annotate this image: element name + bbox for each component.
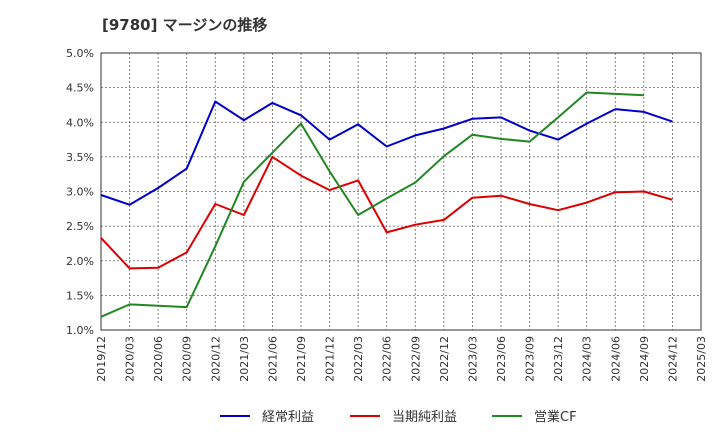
- x-tick-label: 2022/06: [381, 336, 394, 382]
- y-tick-label: 2.0%: [66, 255, 94, 268]
- y-tick-label: 1.5%: [66, 289, 94, 302]
- y-tick-label: 3.0%: [66, 186, 94, 199]
- x-tick-label: 2023/09: [524, 336, 537, 382]
- x-tick-label: 2023/12: [552, 336, 565, 382]
- legend-label-2: 当期純利益: [392, 410, 457, 425]
- series-line-2: [100, 155, 673, 270]
- y-tick-label: 5.0%: [66, 47, 94, 60]
- y-tick-label: 2.5%: [66, 220, 94, 233]
- chart-title: [9780] マージンの推移: [102, 16, 268, 34]
- x-tick-label: 2020/12: [209, 336, 222, 382]
- x-tick-label: 2023/03: [466, 336, 479, 382]
- x-tick-label: 2021/12: [324, 336, 337, 382]
- y-tick-label: 1.0%: [66, 324, 94, 337]
- y-tick-label: 4.5%: [66, 82, 94, 95]
- legend-label-1: 経常利益: [262, 410, 314, 425]
- x-tick-label: 2024/09: [638, 336, 651, 382]
- x-tick-label: 2021/09: [295, 336, 308, 382]
- x-tick-label: 2020/09: [181, 336, 194, 382]
- series-line-3: [100, 91, 644, 318]
- x-tick-label: 2025/03: [695, 336, 708, 382]
- x-tick-label: 2024/03: [581, 336, 594, 382]
- plot-frame: [100, 52, 702, 331]
- legend-label-3: 営業CF: [534, 409, 577, 425]
- x-tick-label: 2022/03: [352, 336, 365, 382]
- y-tick-label: 3.5%: [66, 151, 94, 164]
- x-tick-label: 2022/09: [409, 336, 422, 382]
- y-tick-label: 4.0%: [66, 116, 94, 129]
- x-tick-label: 2021/06: [266, 336, 279, 382]
- x-tick-label: 2024/06: [609, 336, 622, 382]
- series-line-1: [100, 100, 673, 206]
- x-tick-label: 2023/06: [495, 336, 508, 382]
- x-tick-label: 2019/12: [95, 336, 108, 382]
- x-tick-label: 2024/12: [666, 336, 679, 382]
- x-tick-label: 2022/12: [438, 336, 451, 382]
- x-tick-label: 2020/03: [124, 336, 137, 382]
- x-tick-label: 2021/03: [238, 336, 251, 382]
- x-tick-label: 2020/06: [152, 336, 165, 382]
